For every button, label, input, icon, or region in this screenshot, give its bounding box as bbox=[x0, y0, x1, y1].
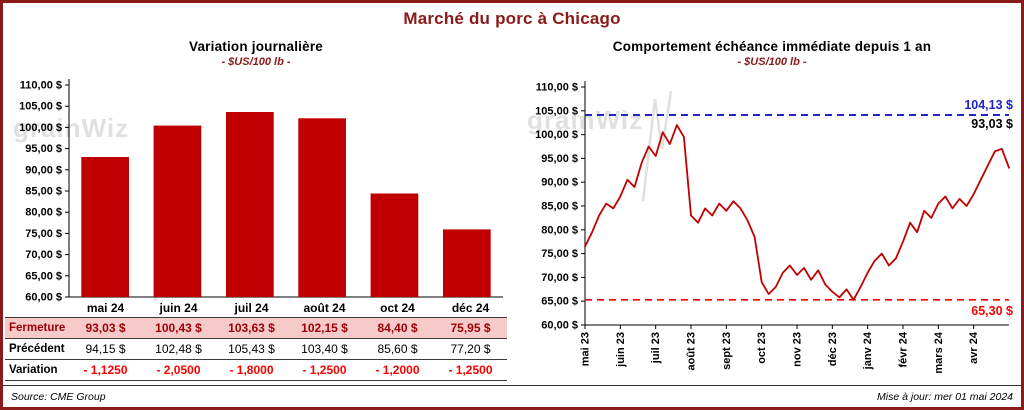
bar-déc 24 bbox=[443, 229, 491, 297]
y-tick-label: 80,00 $ bbox=[25, 207, 62, 219]
variation-value: - 1,2500 bbox=[288, 360, 361, 381]
y-tick-label: 95,00 $ bbox=[25, 143, 62, 155]
x-tick-label: juil 23 bbox=[650, 332, 662, 364]
left-chart-title: Variation journalière bbox=[189, 39, 323, 54]
bar-juil 24 bbox=[226, 112, 274, 297]
y-tick-label: 90,00 $ bbox=[25, 164, 62, 176]
fermeture-value: 75,95 $ bbox=[434, 318, 507, 339]
row-label-fermeture: Fermeture bbox=[5, 318, 69, 339]
bar-chart-svg: grainWiz 110,00 $ 105,00 $ 100,00 $ 95,00 $ 9… bbox=[13, 79, 503, 304]
variation-value: - 1,1250 bbox=[69, 360, 142, 381]
precedent-value: 94,15 $ bbox=[69, 339, 142, 360]
table-corner bbox=[5, 299, 69, 318]
y-tick-label: 70,00 $ bbox=[541, 272, 578, 284]
fermeture-value: 84,40 $ bbox=[361, 318, 434, 339]
high-ref-label: 104,13 $ bbox=[964, 98, 1013, 112]
precedent-value: 85,60 $ bbox=[361, 339, 434, 360]
x-tick-label: août 23 bbox=[686, 332, 698, 371]
variation-value: - 1,2000 bbox=[361, 360, 434, 381]
left-chart-subtitle: - $US/100 lb - bbox=[221, 56, 291, 68]
update-note: Mise à jour: mer 01 mai 2024 bbox=[877, 390, 1013, 403]
x-tick-label: févr 24 bbox=[898, 331, 910, 367]
month-header: août 24 bbox=[288, 299, 361, 318]
fermeture-value: 102,15 $ bbox=[288, 318, 361, 339]
y-tick-label: 90,00 $ bbox=[541, 177, 578, 189]
y-tick-label: 100,00 $ bbox=[19, 122, 62, 134]
page-title: Marché du porc à Chicago bbox=[403, 9, 621, 28]
x-tick-label: janv 24 bbox=[862, 331, 874, 370]
y-tick-label: 65,00 $ bbox=[541, 296, 578, 308]
y-tick-label: 110,00 $ bbox=[20, 80, 62, 92]
precedent-value: 105,43 $ bbox=[215, 339, 288, 360]
y-tick-label: 60,00 $ bbox=[25, 292, 62, 304]
y-tick-label: 100,00 $ bbox=[535, 129, 578, 141]
y-tick-label: 60,00 $ bbox=[541, 320, 578, 332]
row-label-precedent: Précédent bbox=[5, 339, 69, 360]
month-header: mai 24 bbox=[69, 299, 142, 318]
price-series-line bbox=[584, 124, 1010, 301]
right-chart-title: Comportement échéance immédiate depuis 1… bbox=[612, 39, 932, 54]
y-tick-label: 75,00 $ bbox=[25, 228, 62, 240]
x-tick-label: juin 23 bbox=[615, 332, 627, 368]
y-tick-label: 65,00 $ bbox=[25, 270, 62, 282]
precedent-value: 103,40 $ bbox=[288, 339, 361, 360]
y-tick-label: 85,00 $ bbox=[541, 201, 578, 213]
footer: Source: CME Group Mise à jour: mer 01 ma… bbox=[3, 385, 1021, 407]
y-tick-label: 75,00 $ bbox=[541, 248, 578, 260]
source-note: Source: CME Group bbox=[11, 390, 106, 403]
bar-juin 24 bbox=[153, 125, 202, 297]
row-label-variation: Variation bbox=[5, 360, 69, 381]
low-ref-label: 65,30 $ bbox=[971, 304, 1013, 318]
x-tick-label: oct 23 bbox=[756, 332, 768, 364]
month-header: oct 24 bbox=[361, 299, 434, 318]
y-tick-label: 110,00 $ bbox=[536, 82, 578, 94]
y-tick-label: 85,00 $ bbox=[25, 186, 62, 198]
fermeture-value: 103,63 $ bbox=[215, 318, 288, 339]
bar-oct 24 bbox=[370, 193, 419, 297]
variation-value: - 1,8000 bbox=[215, 360, 288, 381]
last-price-label: 93,03 $ bbox=[971, 117, 1013, 131]
x-tick-label: mars 24 bbox=[933, 331, 945, 373]
month-header: juil 24 bbox=[215, 299, 288, 318]
svg-text:grainWiz: grainWiz bbox=[13, 113, 129, 143]
bar-août 24 bbox=[298, 118, 346, 297]
x-tick-label: avr 24 bbox=[968, 331, 980, 364]
x-tick-label: sept 23 bbox=[721, 332, 733, 370]
y-tick-label: 105,00 $ bbox=[535, 105, 578, 117]
y-tick-label: 105,00 $ bbox=[19, 101, 62, 113]
month-header: déc 24 bbox=[434, 299, 507, 318]
fermeture-value: 100,43 $ bbox=[142, 318, 215, 339]
x-tick-label: mai 23 bbox=[580, 332, 592, 366]
month-header: juin 24 bbox=[142, 299, 215, 318]
variation-value: - 2,0500 bbox=[142, 360, 215, 381]
x-tick-label: déc 23 bbox=[827, 332, 839, 366]
fermeture-value: 93,03 $ bbox=[69, 318, 142, 339]
x-tick-label: nov 23 bbox=[792, 332, 804, 367]
price-table: mai 24 juin 24 juil 24 août 24 oct 24 déc 24 F… bbox=[5, 299, 507, 381]
bar-mai 24 bbox=[81, 157, 129, 297]
y-tick-label: 95,00 $ bbox=[541, 153, 578, 165]
y-tick-label: 80,00 $ bbox=[541, 224, 578, 236]
y-tick-label: 70,00 $ bbox=[25, 249, 62, 261]
right-chart-subtitle: - $US/100 lb - bbox=[737, 56, 807, 68]
precedent-value: 77,20 $ bbox=[434, 339, 507, 360]
precedent-value: 102,48 $ bbox=[142, 339, 215, 360]
variation-value: - 1,2500 bbox=[434, 360, 507, 381]
